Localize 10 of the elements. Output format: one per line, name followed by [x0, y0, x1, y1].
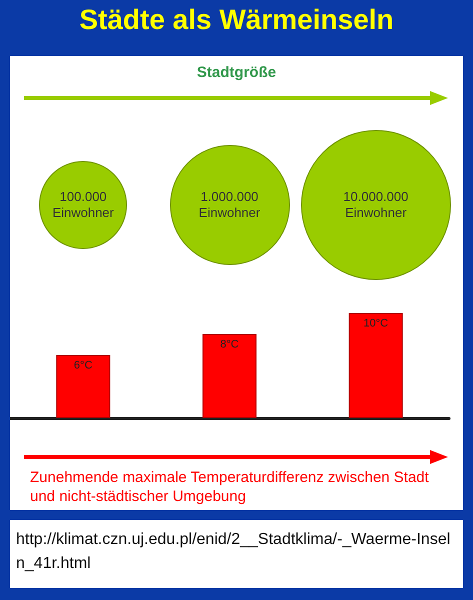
x-tick-label: 100.000 Einwohner — [51, 189, 115, 221]
data-label: 8°C — [220, 338, 239, 350]
x-tick-label: 1.000.000 Einwohner — [198, 189, 262, 221]
chart-title: Städte als Wärmeinseln — [78, 4, 395, 36]
data-label: 6°C — [74, 360, 92, 372]
x-tick-label: 10.000.000 Einwohner — [342, 189, 410, 221]
text: Zunehmende maximale Temperaturdifferenz zwischen Stadt und nicht-städtischer Umgebung — [30, 468, 430, 506]
data-label: 10°C — [364, 318, 388, 330]
text: Stadtgröße — [196, 64, 278, 81]
text: http://klimat.czn.uj.edu.pl/enid/2__Stadtklima/-_Waerme-Inseln_41r.html — [16, 530, 452, 574]
